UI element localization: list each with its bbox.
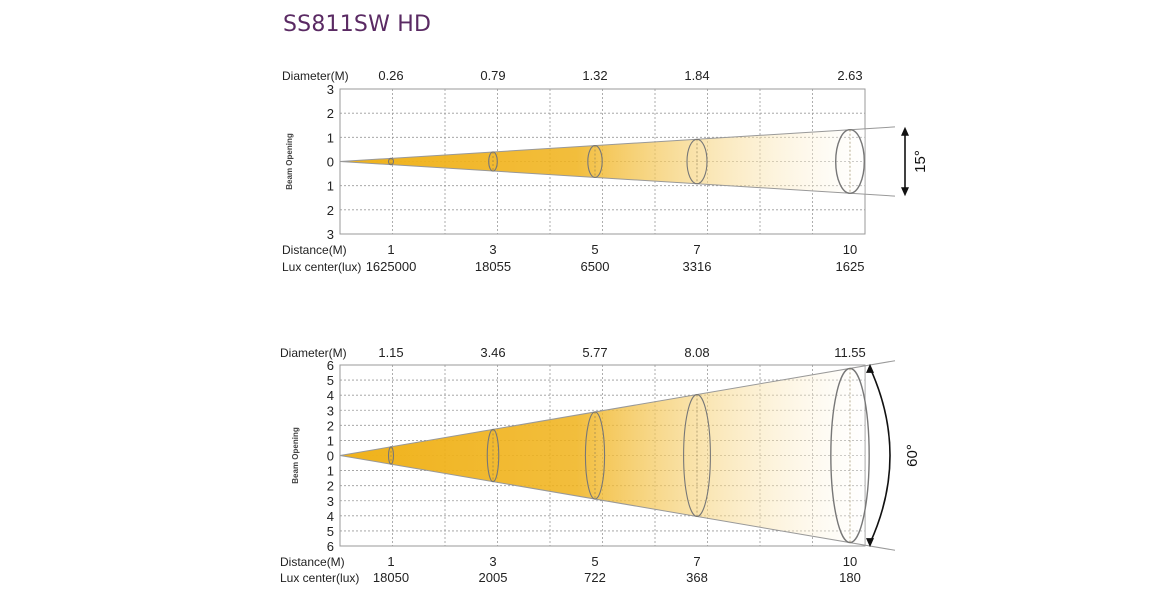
diameter-label: Diameter(M) <box>282 69 349 83</box>
diameter-value: 1.84 <box>684 68 709 83</box>
lux-value: 368 <box>686 570 708 585</box>
lux-value: 722 <box>584 570 606 585</box>
lux-value: 2005 <box>479 570 508 585</box>
distance-value: 5 <box>591 242 598 257</box>
y-tick-label: 3 <box>327 494 334 509</box>
diameter-value: 1.32 <box>582 68 607 83</box>
beam-cross-section <box>834 129 866 194</box>
y-tick-label: 2 <box>327 203 334 218</box>
distance-value: 5 <box>591 554 598 569</box>
y-tick-label: 2 <box>327 479 334 494</box>
beam-edge-top <box>339 360 896 456</box>
distance-value: 3 <box>489 554 496 569</box>
beam-opening-axis-label: Beam Opening <box>291 427 300 484</box>
arrowhead-icon <box>901 187 909 197</box>
y-tick-label: 6 <box>327 539 334 554</box>
lux-value: 1625 <box>836 259 865 274</box>
y-tick-label: 4 <box>327 388 334 403</box>
beam-opening-axis-label: Beam Opening <box>285 133 294 190</box>
beam-cone <box>340 365 865 546</box>
lux-value: 3316 <box>683 259 712 274</box>
lux-label: Lux center(lux) <box>282 260 361 274</box>
y-tick-label: 5 <box>327 524 334 539</box>
distance-value: 1 <box>387 242 394 257</box>
angle-arrow <box>869 367 891 544</box>
beam-diagram-2: 65432101234561.151180503.46320055.775722… <box>280 345 921 585</box>
beam-edge-top <box>339 126 896 162</box>
diameter-value: 1.15 <box>378 345 403 360</box>
distance-value: 10 <box>843 554 857 569</box>
y-tick-label: 2 <box>327 418 334 433</box>
diameter-value: 0.26 <box>378 68 403 83</box>
y-tick-label: 1 <box>327 433 334 448</box>
y-tick-label: 3 <box>327 227 334 242</box>
distance-value: 7 <box>693 242 700 257</box>
y-tick-label: 0 <box>327 155 334 170</box>
diameter-value: 2.63 <box>837 68 862 83</box>
lux-value: 18050 <box>373 570 409 585</box>
y-tick-label: 3 <box>327 403 334 418</box>
y-tick-label: 4 <box>327 509 334 524</box>
y-tick-label: 0 <box>327 449 334 464</box>
arrowhead-icon <box>901 126 909 136</box>
y-tick-label: 5 <box>327 373 334 388</box>
beam-angle-label: 15° <box>912 150 929 173</box>
diameter-label: Diameter(M) <box>280 346 347 360</box>
page-title: SS811SW HD <box>283 12 432 37</box>
beam-edge-bottom <box>339 161 896 197</box>
arrowhead-icon <box>866 363 874 373</box>
lux-value: 180 <box>839 570 861 585</box>
distance-label: Distance(M) <box>282 243 347 257</box>
y-tick-label: 3 <box>327 82 334 97</box>
lux-value: 18055 <box>475 259 511 274</box>
y-tick-label: 1 <box>327 464 334 479</box>
y-tick-label: 1 <box>327 179 334 194</box>
beam-angle-label: 60° <box>904 444 921 467</box>
diameter-value: 3.46 <box>480 345 505 360</box>
lux-value: 1625000 <box>366 259 417 274</box>
distance-label: Distance(M) <box>280 555 345 569</box>
distance-value: 7 <box>693 554 700 569</box>
distance-value: 10 <box>843 242 857 257</box>
beam-edge-bottom <box>339 455 896 551</box>
beam-diagram-1: 32101230.26116250000.793180551.32565001.… <box>282 68 929 274</box>
lux-label: Lux center(lux) <box>280 571 359 585</box>
distance-value: 3 <box>489 242 496 257</box>
diameter-value: 11.55 <box>834 345 866 360</box>
lux-value: 6500 <box>581 259 610 274</box>
y-tick-label: 6 <box>327 358 334 373</box>
distance-value: 1 <box>387 554 394 569</box>
diameter-value: 0.79 <box>480 68 505 83</box>
y-tick-label: 1 <box>327 130 334 145</box>
y-tick-label: 2 <box>327 106 334 121</box>
arrowhead-icon <box>866 538 874 548</box>
diameter-value: 8.08 <box>684 345 709 360</box>
diameter-value: 5.77 <box>582 345 607 360</box>
